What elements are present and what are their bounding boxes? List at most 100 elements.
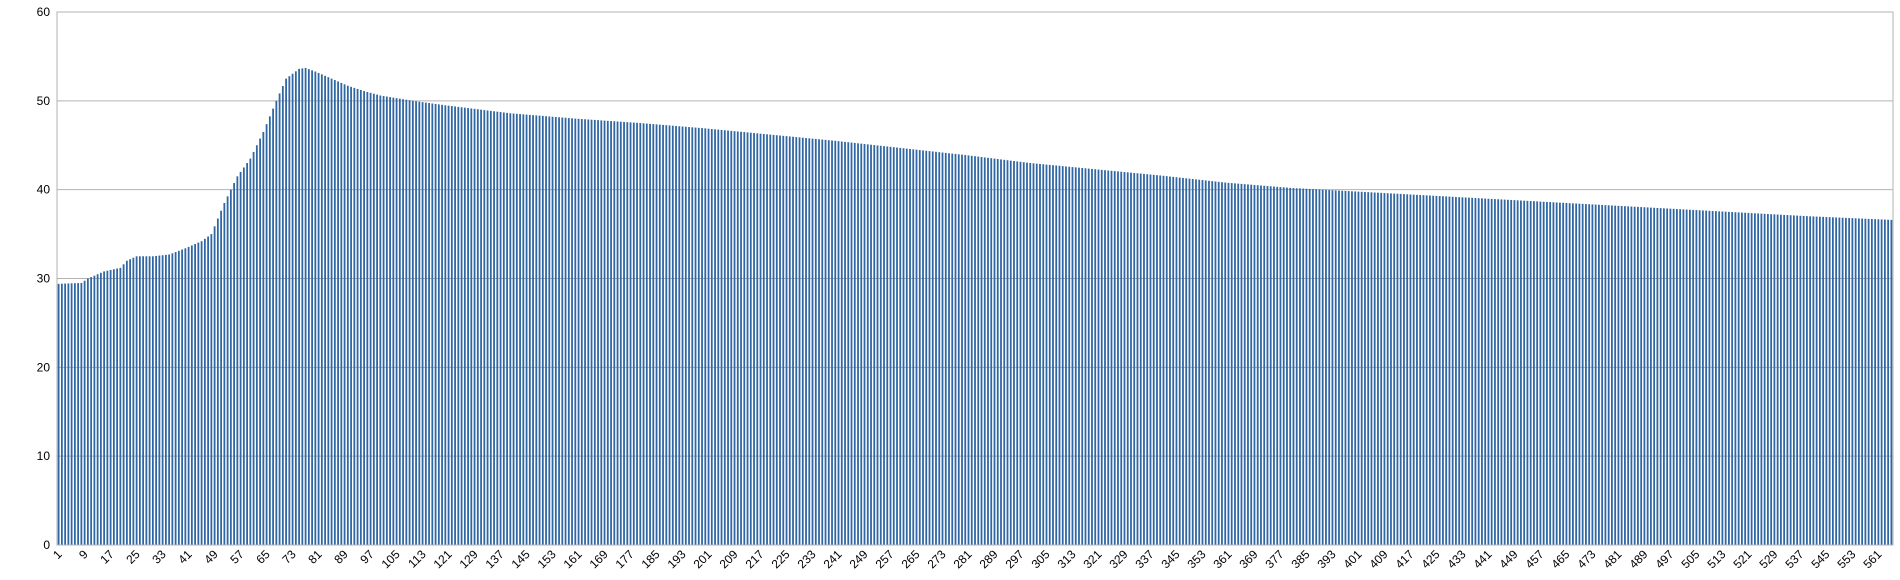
bar-509	[1708, 210, 1711, 545]
bar-48	[210, 234, 213, 545]
bar-545	[1825, 217, 1828, 545]
bar-557	[1864, 218, 1867, 546]
bar-339	[1156, 175, 1158, 545]
bar-114	[424, 102, 427, 546]
bar-500	[1679, 209, 1682, 545]
bar-379	[1286, 187, 1288, 545]
bar-349	[1188, 178, 1191, 545]
bar-21	[122, 264, 125, 545]
x-tick-label: 409	[1367, 547, 1391, 571]
bar-260	[899, 147, 902, 546]
bar-473	[1591, 204, 1594, 545]
bar-256	[886, 146, 889, 546]
bar-80	[314, 71, 317, 546]
bar-465	[1565, 202, 1568, 546]
bar-302	[1035, 163, 1038, 545]
bar-330	[1126, 172, 1129, 545]
bar-360	[1224, 182, 1227, 545]
bar-478	[1607, 205, 1610, 546]
bar-438	[1477, 198, 1480, 545]
x-tick-label: 385	[1289, 547, 1313, 571]
bar-427	[1442, 196, 1444, 546]
x-tick-label: 153	[535, 547, 559, 571]
bar-204	[717, 129, 720, 545]
bar-299	[1026, 162, 1028, 545]
bar-344	[1172, 176, 1175, 545]
bar-455	[1533, 201, 1535, 545]
bar-100	[379, 95, 382, 545]
bar-147	[532, 115, 534, 545]
bar-135	[493, 111, 495, 546]
bar-158	[567, 118, 570, 545]
bar-364	[1237, 183, 1240, 545]
bar-77	[304, 67, 307, 546]
bar-340	[1159, 175, 1162, 545]
bar-464	[1562, 202, 1565, 545]
bar-217	[759, 133, 762, 545]
bar-443	[1494, 199, 1496, 545]
bar-327	[1117, 171, 1119, 545]
x-tick-label: 345	[1159, 547, 1183, 571]
bar-20	[119, 267, 122, 545]
bar-524	[1757, 213, 1760, 545]
bar-317	[1084, 168, 1087, 546]
bar-458	[1542, 201, 1545, 545]
bar-253	[876, 145, 879, 545]
bar-485	[1630, 206, 1633, 546]
bar-29	[148, 256, 151, 545]
bar-388	[1315, 189, 1318, 545]
bar-13	[96, 274, 99, 545]
x-tick-label: 537	[1782, 547, 1806, 571]
bar-474	[1594, 204, 1597, 545]
x-tick-label: 497	[1652, 547, 1676, 571]
bar-87	[337, 81, 339, 545]
x-tick-label: 145	[509, 547, 533, 571]
bar-376	[1276, 186, 1279, 545]
bar-82	[320, 74, 323, 546]
bar-148	[535, 115, 538, 546]
bar-540	[1809, 216, 1812, 545]
x-tick-label: 217	[743, 547, 767, 571]
bar-76	[301, 68, 304, 545]
bar-133	[486, 110, 489, 545]
bar-457	[1539, 201, 1542, 545]
bar-19	[116, 268, 119, 545]
bar-375	[1273, 186, 1275, 545]
bar-264	[912, 149, 915, 545]
bar-241	[837, 141, 840, 545]
bar-259	[896, 147, 898, 545]
x-tick-label: 377	[1263, 547, 1287, 571]
bar-468	[1575, 203, 1578, 545]
bar-355	[1208, 180, 1210, 545]
bar-46	[203, 238, 206, 545]
bar-17	[109, 269, 112, 545]
bar-383	[1299, 188, 1301, 546]
bar-1	[57, 283, 60, 545]
bar-446	[1503, 199, 1506, 545]
bar-400	[1354, 191, 1357, 545]
bar-189	[668, 125, 671, 545]
x-tick-label: 121	[431, 547, 455, 571]
bar-34	[164, 254, 167, 545]
bar-164	[587, 119, 590, 546]
bar-42	[190, 245, 193, 545]
bar-81	[317, 72, 320, 545]
bar-24	[132, 257, 135, 545]
bar-394	[1334, 190, 1337, 545]
bar-409	[1383, 193, 1386, 546]
bar-389	[1318, 189, 1321, 546]
bar-550	[1841, 217, 1844, 546]
bar-226	[788, 136, 791, 545]
bar-292	[1003, 159, 1006, 545]
bar-357	[1214, 181, 1217, 546]
bar-97	[369, 92, 372, 545]
bar-329	[1123, 172, 1126, 545]
bar-423	[1429, 195, 1431, 545]
bar-193	[681, 126, 684, 545]
bar-176	[626, 122, 629, 546]
bar-489	[1643, 207, 1646, 545]
bar-200	[704, 128, 707, 545]
y-tick-label: 50	[37, 94, 51, 108]
bar-249	[863, 144, 866, 545]
bar-407	[1377, 192, 1379, 545]
